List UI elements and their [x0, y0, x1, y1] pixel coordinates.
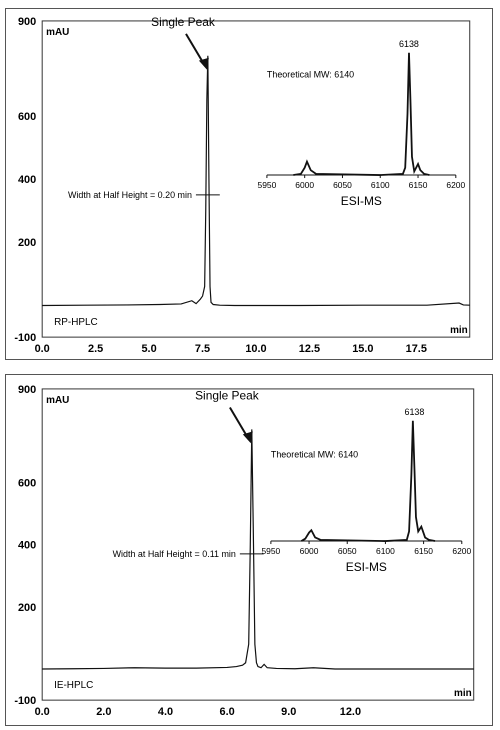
inset-tick-label: 6050	[333, 180, 352, 190]
inset-tick-label: 5950	[261, 546, 280, 556]
peak-label: Single Peak	[151, 15, 215, 29]
esi-ms-title: ESI-MS	[341, 194, 382, 208]
chromatogram-trace	[42, 429, 474, 670]
y-tick-label: 400	[18, 540, 36, 552]
inset-tick-label: 6100	[376, 546, 395, 556]
peak-arrow-head	[198, 57, 209, 70]
inset-tick-label: 6200	[446, 180, 465, 190]
esi-ms-peak-label: 6138	[399, 39, 419, 49]
plot-frame	[41, 20, 471, 338]
x-tick-label: 10.0	[245, 343, 266, 355]
half-height-label: Width at Half Height = 0.11 min	[113, 549, 236, 559]
esi-ms-title: ESI-MS	[346, 560, 387, 574]
peak-arrow-head	[242, 431, 253, 444]
peak-label: Single Peak	[195, 389, 259, 403]
y-tick-label: 400	[18, 174, 36, 186]
x-tick-label: 2.0	[96, 706, 111, 718]
chromatogram-trace	[42, 55, 470, 307]
inset-tick-label: 6150	[409, 180, 428, 190]
y-tick-label: 600	[18, 111, 36, 123]
y-tick-label: 600	[18, 477, 36, 489]
x-tick-label: 2.5	[88, 343, 103, 355]
x-tick-label: 15.0	[352, 343, 373, 355]
inset-tick-label: 6050	[338, 546, 357, 556]
method-label: RP-HPLC	[54, 317, 98, 328]
inset-tick-label: 6200	[452, 546, 471, 556]
theoretical-mw-label: Theoretical MW: 6140	[271, 450, 358, 460]
ie-hplc-panel: 900 600 400 200 -100 mAU 0.0 2.0 4.0 6.0 9.0 12.0 mi…	[5, 374, 493, 726]
y-tick-label: 900	[18, 384, 36, 396]
y-tick-label: -100	[14, 695, 36, 707]
x-tick-label: 9.0	[281, 706, 296, 718]
plot-frame	[41, 388, 475, 701]
x-tick-label: 12.5	[299, 343, 320, 355]
inset-tick-label: 6000	[295, 180, 314, 190]
y-axis-unit: mAU	[46, 27, 69, 38]
y-tick-label: -100	[14, 332, 36, 344]
x-tick-label: 6.0	[220, 706, 235, 718]
y-tick-label: 200	[18, 237, 36, 249]
ie-hplc-chart: 900 600 400 200 -100 mAU 0.0 2.0 4.0 6.0 9.0 12.0 mi…	[14, 384, 475, 718]
method-label: IE-HPLC	[54, 680, 93, 691]
x-axis-unit: min	[450, 325, 468, 336]
inset-tick-label: 5950	[258, 180, 277, 190]
x-tick-label: 12.0	[340, 706, 361, 718]
esi-ms-trace	[293, 52, 430, 176]
theoretical-mw-label: Theoretical MW: 6140	[267, 70, 354, 80]
inset-tick-label: 6100	[371, 180, 390, 190]
x-tick-label: 7.5	[195, 343, 210, 355]
inset-tick-label: 6000	[300, 546, 319, 556]
y-tick-label: 900	[18, 16, 36, 28]
x-tick-label: 17.5	[406, 343, 427, 355]
y-axis-unit: mAU	[46, 395, 69, 406]
inset-tick-label: 6150	[414, 546, 433, 556]
rp-hplc-panel: 900 600 400 200 -100 mAU 0.0 2.5 5.0 7.5 10.0 12.5 1…	[5, 8, 493, 360]
rp-hplc-chart: 900 600 400 200 -100 mAU 0.0 2.5 5.0 7.5 10.0 12.5 1…	[14, 15, 471, 355]
esi-ms-trace	[300, 420, 436, 542]
x-axis-unit: min	[454, 688, 472, 699]
x-tick-label: 0.0	[35, 706, 50, 718]
x-tick-label: 5.0	[141, 343, 156, 355]
y-tick-label: 200	[18, 602, 36, 614]
x-tick-label: 4.0	[158, 706, 173, 718]
half-height-label: Width at Half Height = 0.20 min	[68, 190, 192, 200]
esi-ms-peak-label: 6138	[404, 407, 424, 417]
x-tick-label: 0.0	[35, 343, 50, 355]
